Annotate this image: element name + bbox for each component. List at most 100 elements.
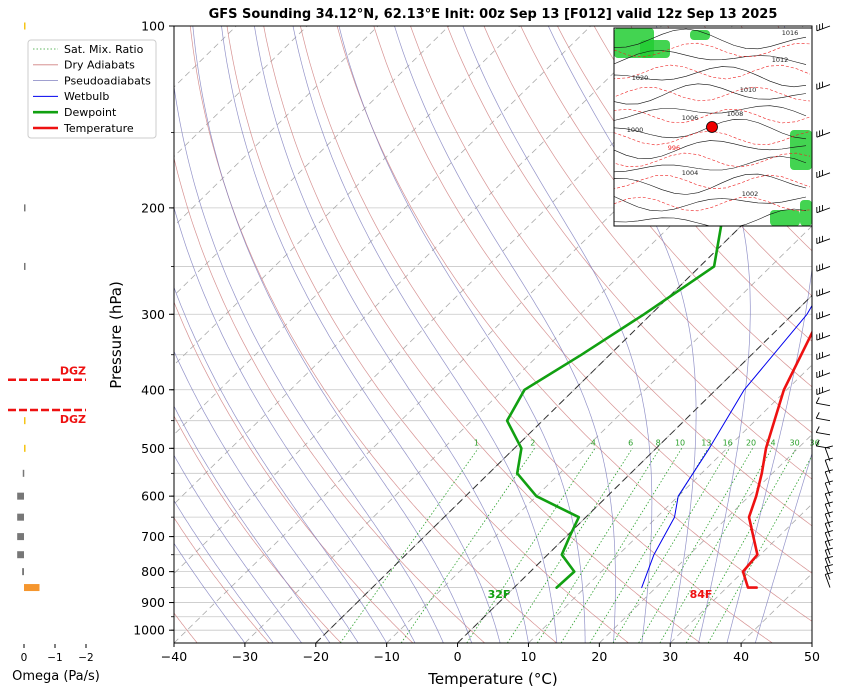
wind-barb bbox=[816, 332, 831, 341]
legend-entry-label: Sat. Mix. Ratio bbox=[64, 43, 144, 56]
dry-adiabat bbox=[174, 517, 270, 643]
dry-adiabat bbox=[174, 301, 414, 643]
pseudoadiabat bbox=[174, 84, 444, 643]
mixing-ratio-label: 20 bbox=[746, 438, 756, 447]
highlighted-isotherm-0 bbox=[457, 294, 812, 643]
wind-barb bbox=[815, 412, 831, 422]
isobar-contour bbox=[614, 83, 807, 105]
surface-labels: 32F 84F bbox=[488, 588, 713, 601]
pseudoadiabats bbox=[174, 26, 812, 643]
dry-adiabat bbox=[446, 26, 812, 480]
omega-bar bbox=[24, 417, 26, 425]
omega-axis-label: Omega (Pa/s) bbox=[12, 669, 100, 684]
mixing-ratio-lines bbox=[339, 448, 812, 643]
mixing-ratio-label: 1 bbox=[474, 438, 479, 447]
pseudoadiabat bbox=[292, 26, 558, 643]
wind-barb bbox=[816, 235, 831, 244]
isobar-contour bbox=[614, 105, 807, 121]
chart-title: GFS Sounding 34.12°N, 62.13°E Init: 00z … bbox=[209, 7, 778, 22]
precip-area bbox=[690, 30, 710, 40]
pseudoadiabat bbox=[174, 454, 302, 643]
precip-area bbox=[770, 210, 800, 226]
pseudoadiabat bbox=[754, 452, 812, 643]
wind-barb bbox=[816, 351, 831, 360]
wind-barb bbox=[815, 426, 831, 436]
mixing-ratio-label: 6 bbox=[628, 438, 633, 447]
pseudoadiabat bbox=[254, 26, 529, 643]
dry-adiabat bbox=[336, 26, 812, 622]
dry-adiabat bbox=[300, 26, 773, 643]
mixing-ratio-label: 30 bbox=[790, 438, 800, 447]
wind-barb bbox=[824, 571, 833, 588]
map-pressure-label: 1016 bbox=[782, 29, 799, 37]
plot-frame bbox=[173, 25, 813, 644]
pseudoadiabat bbox=[192, 26, 473, 643]
highlighted-isotherms bbox=[315, 155, 812, 643]
wind-barb bbox=[816, 263, 831, 272]
y-axis: 100 200 300 400 500 600 700 800 900 1000 bbox=[133, 19, 174, 638]
x-tick-label: −10 bbox=[373, 649, 399, 664]
x-axis-label: Temperature (°C) bbox=[427, 670, 557, 688]
dry-adiabat bbox=[174, 156, 485, 643]
pseudoadiabat bbox=[394, 26, 616, 643]
omega-tick-label: −1 bbox=[47, 652, 62, 664]
x-tick-label: 0 bbox=[454, 649, 462, 664]
mixing-ratio-line bbox=[707, 454, 812, 643]
mixing-ratio-line bbox=[659, 448, 773, 643]
pseudoadiabat bbox=[462, 26, 653, 643]
thickness-contour bbox=[614, 64, 811, 80]
pseudoadiabat bbox=[726, 26, 812, 643]
omega-bar bbox=[17, 513, 24, 521]
dry-adiabat bbox=[483, 26, 812, 434]
location-marker bbox=[706, 121, 718, 133]
thickness-contour bbox=[614, 152, 811, 168]
thickness-contour bbox=[614, 196, 811, 212]
wind-barb bbox=[816, 204, 831, 214]
wind-barb bbox=[824, 520, 833, 537]
wind-barb bbox=[816, 81, 831, 90]
pseudoadiabat bbox=[221, 26, 501, 643]
isotherm--90 bbox=[174, 26, 450, 297]
legend-entry-label: Pseudoadiabats bbox=[64, 74, 151, 87]
x-tick-label: 30 bbox=[662, 649, 678, 664]
thickness-contour bbox=[614, 42, 811, 58]
map-pressure-label: 1020 bbox=[632, 74, 649, 82]
map-pressure-label: 1010 bbox=[740, 86, 757, 94]
x-tick-label: 10 bbox=[520, 649, 536, 664]
y-tick-label: 800 bbox=[141, 564, 165, 579]
y-tick-label: 300 bbox=[141, 307, 165, 322]
x-tick-label: 50 bbox=[804, 649, 820, 664]
mixing-ratio-label: 4 bbox=[591, 438, 596, 447]
map-pressure-label: 1006 bbox=[682, 114, 699, 122]
isobar-contour bbox=[614, 140, 807, 160]
y-tick-label: 200 bbox=[141, 200, 165, 215]
dry-adiabat bbox=[263, 26, 701, 643]
legend-entry-label: Dry Adiabats bbox=[64, 59, 135, 72]
x-axis: −40 −30 −20 −10 0 10 20 30 40 50 bbox=[161, 643, 820, 664]
omega-panel: 0 −1 −2 DGZ DGZ bbox=[8, 22, 94, 664]
legend: Sat. Mix. Ratio Dry Adiabats Pseudoadiabat… bbox=[27, 39, 157, 139]
isotherm-50 bbox=[811, 642, 812, 643]
x-tick-label: −20 bbox=[303, 649, 329, 664]
x-tick-label: −40 bbox=[161, 649, 187, 664]
dry-adiabat bbox=[593, 26, 812, 297]
wind-barb bbox=[824, 547, 833, 564]
x-tick-label: −30 bbox=[232, 649, 258, 664]
dgz-label: DGZ bbox=[60, 413, 86, 426]
dry-adiabat bbox=[520, 26, 812, 388]
isobar-contour bbox=[614, 66, 807, 88]
mixing-ratio-line bbox=[466, 448, 596, 643]
isobar-contour bbox=[614, 156, 807, 173]
pseudoadiabat bbox=[174, 405, 331, 643]
wind-barb bbox=[824, 539, 833, 555]
thickness-contour bbox=[614, 86, 811, 102]
map-pressure-label: 1012 bbox=[772, 56, 789, 64]
omega-bar bbox=[24, 204, 26, 212]
mixing-ratio-label: 16 bbox=[723, 438, 733, 447]
isobar-contour bbox=[614, 28, 807, 50]
wind-barb bbox=[816, 129, 831, 138]
wind-barb bbox=[816, 23, 831, 32]
mixing-ratio-label: 36 bbox=[810, 438, 820, 447]
omega-bar bbox=[24, 584, 40, 592]
